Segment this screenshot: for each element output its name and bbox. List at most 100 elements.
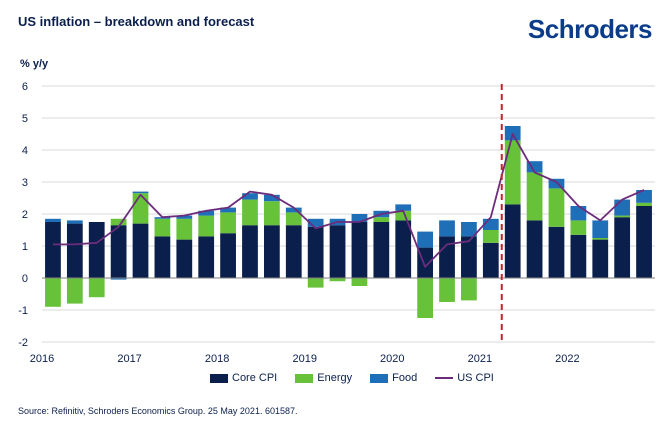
bar-core [198,236,215,278]
bar-energy [66,278,83,304]
x-tick-label: 2018 [205,353,229,365]
x-tick-label: 2022 [555,353,579,365]
bar-energy [110,218,127,226]
bar-food [285,207,302,213]
bar-core [88,222,105,278]
bar-food [570,206,587,221]
bar-core [154,236,171,278]
bar-food [614,199,631,216]
legend: Core CPI Energy Food US CPI [210,372,494,384]
legend-swatch-cpi [435,377,454,379]
bar-food [548,178,565,189]
y-tick-label: 4 [22,145,28,157]
bar-energy [351,278,368,286]
bar-core [45,222,61,278]
cpi-line-group [52,133,645,268]
us-cpi-line [52,133,645,268]
bar-energy [154,218,171,237]
bar-food [351,214,368,222]
bar-food [110,278,127,280]
bar-energy [198,215,215,237]
x-tick-labels: 2016 2017 2018 2019 2020 2021 2022 [30,353,580,365]
y-axis-unit-label: % y/y [20,58,49,70]
bar-food [198,210,215,216]
bar-core [570,234,587,278]
bar-core [307,226,324,278]
chart-title: US inflation – breakdown and forecast [18,14,255,29]
bar-energy [395,210,412,221]
y-tick-label: -2 [18,337,28,349]
bar-energy [614,215,631,218]
bar-core [220,233,236,278]
legend-swatch-energy [295,373,314,383]
bar-food [220,207,236,213]
bar-food [45,218,61,222]
x-tick-label: 2017 [117,353,141,365]
bar-food [417,231,434,248]
bar-food [66,220,83,224]
legend-item-core: Core CPI [210,372,277,384]
bar-energy [307,278,324,288]
bar-food [439,220,455,237]
bar-core [285,225,302,278]
bar-core [263,225,280,278]
bar-energy [329,278,346,282]
bar-energy [592,238,609,240]
legend-item-energy: Energy [295,372,352,384]
bar-core [66,223,83,278]
bar-core [548,226,565,278]
bar-core [351,222,368,278]
legend-label-food: Food [392,372,418,384]
bar-food [263,194,280,202]
bar-core [482,242,499,278]
y-tick-label: -1 [18,305,28,317]
chart-canvas: -2 -1 0 1 2 3 4 5 6 2016 2017 2018 2019 2020 2021 2022 [18,81,655,365]
bar-food [482,218,499,230]
bar-food [526,161,543,173]
bar-food [592,220,609,238]
bar-food [395,204,412,211]
bar-food [307,218,324,227]
legend-item-cpi: US CPI [435,372,494,384]
bar-energy [132,193,149,224]
bar-core [395,220,412,278]
y-tick-label: 5 [22,113,28,125]
bar-core [373,222,390,278]
bar-energy [461,278,477,301]
y-tick-labels: -2 -1 0 1 2 3 4 5 6 [18,81,28,349]
y-tick-label: 3 [22,177,28,189]
bar-energy [482,230,499,243]
y-tick-label: 2 [22,209,28,221]
x-tick-label: 2020 [380,353,404,365]
bar-food [461,222,477,237]
y-tick-label: 0 [22,273,28,285]
y-tick-label: 1 [22,241,28,253]
bars [45,126,652,318]
bar-energy [417,278,434,318]
bar-energy [504,140,521,205]
bar-food [132,191,149,194]
bar-food [242,193,258,200]
y-tick-label: 6 [22,81,28,93]
x-tick-label: 2019 [292,353,316,365]
bar-energy [285,212,302,226]
bar-energy [176,218,193,240]
bar-energy [636,202,652,206]
bar-energy [45,278,61,307]
brand-logo: Schroders [527,14,653,44]
bar-core [132,223,149,278]
bar-core [526,220,543,278]
x-tick-label: 2016 [30,353,54,365]
bar-energy [263,201,280,226]
bar-core [592,239,609,278]
legend-label-cpi: US CPI [457,372,494,384]
source-note: Source: Refinitiv, Schroders Economics G… [18,406,298,416]
bar-core [242,225,258,278]
bar-energy [242,199,258,226]
bar-energy [548,188,565,227]
bar-energy [439,278,455,302]
bar-core [461,236,477,278]
bar-core [614,217,631,278]
bar-food [176,215,193,219]
legend-item-food: Food [370,372,417,384]
